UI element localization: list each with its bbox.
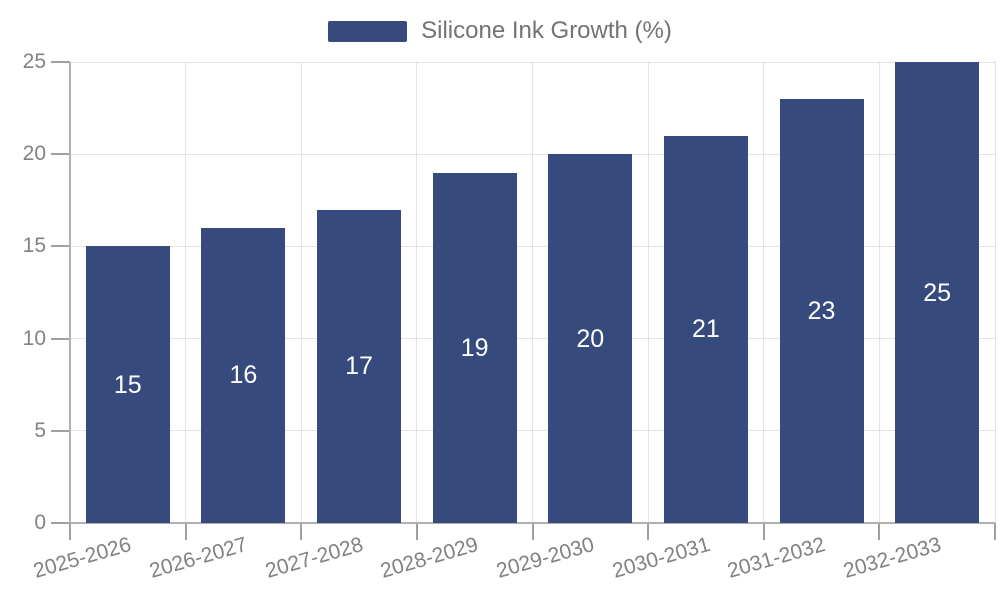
x-axis-tick bbox=[184, 523, 187, 540]
x-gridline bbox=[763, 62, 765, 523]
x-axis-tick bbox=[878, 523, 881, 540]
bar[interactable] bbox=[432, 172, 517, 523]
x-axis-tick bbox=[647, 523, 650, 540]
bar-value-label: 23 bbox=[807, 296, 836, 325]
bar-value-label: 25 bbox=[923, 278, 952, 307]
x-gridline bbox=[416, 62, 418, 523]
y-axis-tick bbox=[51, 245, 70, 248]
bar[interactable] bbox=[85, 246, 170, 523]
bar[interactable] bbox=[317, 209, 402, 523]
legend-item[interactable]: Silicone Ink Growth (%) bbox=[0, 17, 1000, 45]
bar-value-label: 19 bbox=[460, 333, 489, 362]
x-axis-tick bbox=[69, 523, 71, 540]
legend-label: Silicone Ink Growth (%) bbox=[421, 17, 672, 44]
x-axis-tick bbox=[531, 523, 534, 540]
y-tick-label: 20 bbox=[22, 142, 46, 166]
y-tick-label: 15 bbox=[22, 234, 46, 258]
bar[interactable] bbox=[663, 135, 748, 523]
x-axis-tick bbox=[300, 523, 303, 540]
bar[interactable] bbox=[895, 62, 980, 523]
x-axis-tick bbox=[762, 523, 765, 540]
x-tick-label: 2032-2033 bbox=[840, 533, 944, 583]
y-tick-label: 5 bbox=[34, 418, 46, 442]
x-axis-line bbox=[70, 522, 995, 524]
x-tick-label: 2028-2029 bbox=[378, 533, 482, 583]
bar-value-label: 17 bbox=[345, 352, 373, 381]
x-gridline bbox=[994, 62, 996, 523]
x-tick-label: 2026-2027 bbox=[146, 533, 250, 583]
y-axis-tick bbox=[51, 153, 70, 156]
y-tick-label: 10 bbox=[22, 326, 46, 350]
x-gridline bbox=[647, 62, 649, 523]
x-tick-label: 2030-2031 bbox=[609, 533, 713, 583]
x-gridline bbox=[532, 62, 533, 523]
bar-value-label: 20 bbox=[576, 324, 605, 353]
bar-value-label: 15 bbox=[113, 370, 142, 399]
x-gridline bbox=[185, 62, 187, 523]
y-axis-tick bbox=[51, 61, 70, 63]
x-axis-tick bbox=[994, 523, 996, 540]
x-tick-label: 2029-2030 bbox=[493, 533, 597, 583]
x-gridline bbox=[300, 62, 302, 523]
bar[interactable] bbox=[779, 98, 864, 523]
x-tick-label: 2027-2028 bbox=[262, 533, 366, 583]
bar-value-label: 16 bbox=[229, 361, 258, 390]
y-tick-label: 0 bbox=[34, 511, 46, 534]
y-axis-tick bbox=[51, 522, 70, 524]
legend-swatch bbox=[328, 20, 408, 42]
bar-value-label: 21 bbox=[692, 315, 720, 344]
y-tick-label: 25 bbox=[22, 50, 46, 73]
x-axis-tick bbox=[415, 523, 418, 540]
y-axis-line bbox=[69, 62, 71, 523]
bar[interactable] bbox=[201, 227, 286, 523]
y-axis-tick bbox=[51, 429, 70, 432]
bar[interactable] bbox=[548, 154, 633, 523]
x-gridline bbox=[878, 62, 880, 523]
x-tick-label: 2031-2032 bbox=[725, 533, 828, 583]
x-tick-label: 2025-2026 bbox=[31, 533, 135, 583]
y-axis-tick bbox=[51, 337, 70, 340]
